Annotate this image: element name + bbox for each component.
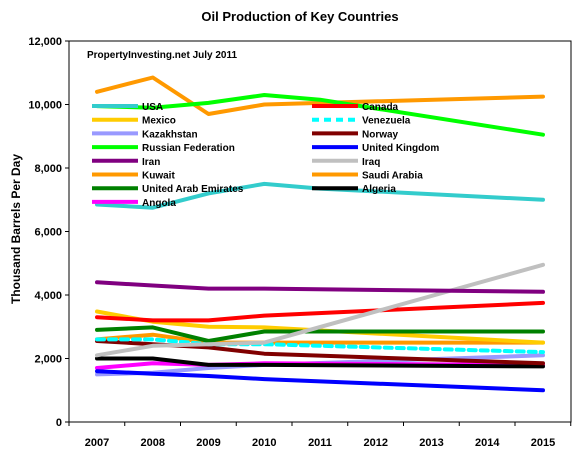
legend-label-united-kingdom: United Kingdom <box>362 143 439 154</box>
x-tick-label: 2011 <box>308 437 332 449</box>
legend-label-united-arab-emirates: United Arab Emirates <box>142 184 244 195</box>
legend-label-russian-federation: Russian Federation <box>142 143 235 154</box>
y-tick-label: 2,000 <box>34 354 62 366</box>
legend-label-algeria: Algeria <box>362 184 396 195</box>
series-line-usa <box>95 181 545 210</box>
series-lines <box>95 75 545 393</box>
x-tick-label: 2010 <box>252 437 276 449</box>
x-tick-label: 2008 <box>141 437 165 449</box>
y-tick-label: 8,000 <box>34 163 62 175</box>
series-line-saudi-arabia <box>95 75 545 116</box>
y-tick-label: 12,000 <box>28 36 62 48</box>
series-line-iraq <box>95 262 545 358</box>
legend-label-usa: USA <box>142 102 163 113</box>
chart-title: Oil Production of Key Countries <box>201 9 398 24</box>
chart-annotation: PropertyInvesting.net July 2011 <box>87 50 237 61</box>
legend-label-venezuela: Venezuela <box>362 116 411 127</box>
y-axis: 0 2,000 4,000 6,000 8,000 10,000 12,000 <box>28 36 69 429</box>
legend-label-norway: Norway <box>362 129 399 140</box>
legend-label-saudi-arabia: Saudi Arabia <box>362 171 423 182</box>
legend-label-angola: Angola <box>142 198 176 209</box>
y-tick-label: 4,000 <box>34 290 62 302</box>
legend-label-iraq: Iraq <box>362 157 380 168</box>
legend-label-canada: Canada <box>362 102 399 113</box>
x-tick-label: 2007 <box>85 437 109 449</box>
series-line-united-kingdom <box>95 369 545 393</box>
y-tick-label: 10,000 <box>28 100 62 112</box>
x-tick-label: 2009 <box>196 437 220 449</box>
y-axis-label: Thousand Barrels Per Day <box>9 154 23 304</box>
legend-label-iran: Iran <box>142 157 160 168</box>
x-tick-label: 2012 <box>364 437 388 449</box>
x-axis: 2007 2008 2009 2010 2011 2012 2013 2014 2015 <box>68 422 572 449</box>
legend-label-kuwait: Kuwait <box>142 171 175 182</box>
legend-label-mexico: Mexico <box>142 116 176 127</box>
series-line-algeria <box>95 356 545 369</box>
series-line-united-arab-emirates <box>95 325 545 343</box>
series-line-norway <box>95 339 545 366</box>
series-line-canada <box>95 300 545 323</box>
x-tick-label: 2014 <box>475 437 500 449</box>
series-line-iran <box>95 280 545 294</box>
x-tick-label: 2013 <box>419 437 443 449</box>
y-tick-label: 6,000 <box>34 227 62 239</box>
legend-label-kazakhstan: Kazakhstan <box>142 129 198 140</box>
x-tick-label: 2015 <box>531 437 555 449</box>
legend: USA Canada Mexico Venezuela Kazakhstan Norway… <box>92 102 439 209</box>
y-tick-label: 0 <box>56 417 62 429</box>
